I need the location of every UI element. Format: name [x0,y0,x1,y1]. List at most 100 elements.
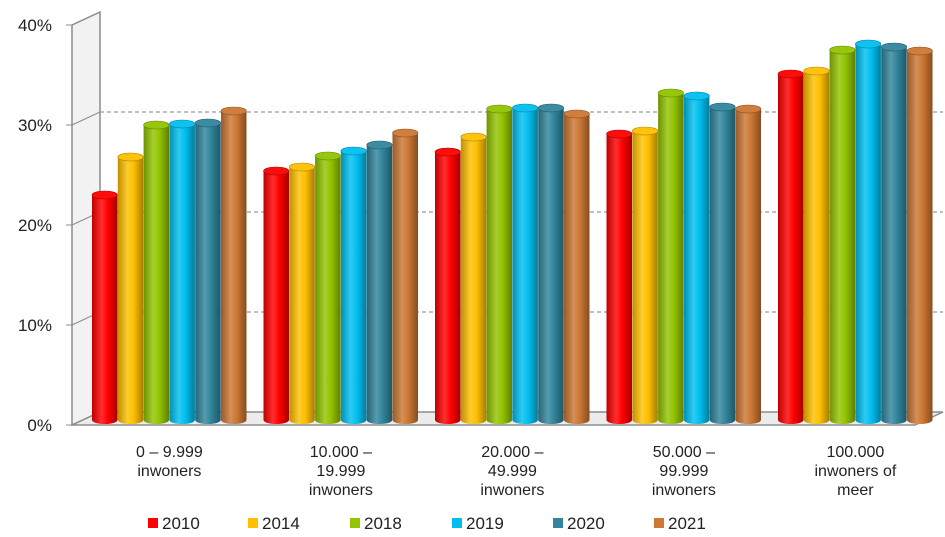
bar-top [735,104,762,114]
legend-item: 2019 [452,514,504,533]
bar-top [392,128,419,138]
legend-label: 2018 [364,514,402,533]
bar [829,45,856,424]
bar [220,106,247,424]
bar-body [881,47,907,424]
bar [537,103,565,424]
bar [631,126,659,424]
bar-top [606,129,633,139]
bar [263,166,290,424]
bar-body [564,114,590,424]
bar-body [392,133,418,424]
legend-swatch [452,518,462,528]
bar-top [314,151,341,161]
bar-top [803,66,830,76]
y-tick-label: 10% [18,316,52,335]
legend-item: 2020 [553,514,605,533]
bar-top [777,69,804,79]
bar [434,147,461,424]
bar [91,190,118,424]
bar [340,146,367,424]
y-tick-label: 30% [18,116,52,135]
x-category-label: 20.000 –49.999 inwoners [480,444,544,499]
legend-swatch [148,518,158,528]
bar-top [683,91,710,101]
legend-item: 2021 [654,514,706,533]
bar [117,152,144,424]
legend-swatch [553,518,563,528]
y-axis-ticks: 0% 10% 20% 30% 40% [18,16,72,435]
bar-body [221,111,247,424]
legend: 2010 2014 2018 2019 2020 2021 [148,514,706,533]
bar-body [143,125,170,424]
legend-item: 2010 [148,514,200,533]
bar-body [855,44,881,424]
legend-label: 2020 [567,514,605,533]
bar [288,162,316,424]
bar [777,69,804,424]
bar-body [538,108,564,424]
bar-body [117,157,144,424]
bar-top [709,102,736,112]
x-category-label: 0 – 9.999 inwoners [136,444,203,480]
bar [855,39,882,424]
bar-top [366,140,393,150]
bar-top [563,109,590,119]
bar-body [92,195,118,424]
bar-body [435,152,461,424]
x-category-label: 10.000 –19.999 inwoners [309,444,373,499]
y-tick-label: 0% [27,416,52,435]
gridline-side [71,11,101,26]
bar-body [829,50,856,424]
y-tick-label: 20% [18,216,52,235]
bar [657,88,684,424]
bar-body [263,171,289,424]
bar-top [169,119,196,129]
bar [486,104,513,424]
bar-top [512,103,539,113]
legend-label: 2021 [668,514,706,533]
bar-body [778,74,804,424]
bar-body [735,109,761,424]
bar [683,91,710,424]
bar [366,140,393,424]
bar-body [289,167,315,424]
bar-body [632,131,658,424]
bars [91,39,933,424]
bar-body [460,137,487,424]
bar-body [683,96,710,424]
bar-top [631,126,659,136]
legend-swatch [350,518,360,528]
bar-body [315,156,341,424]
bar [460,132,487,424]
bar-body [907,51,933,424]
bar-top [434,147,461,157]
bar [392,128,419,424]
legend-label: 2010 [162,514,200,533]
bar-body [195,123,221,424]
bar-body [486,109,513,424]
bar-top [117,152,144,162]
bar-top [91,190,118,200]
bar-top [537,103,565,113]
bar-body [340,151,367,424]
legend-item: 2018 [350,514,402,533]
legend-swatch [654,518,664,528]
bar [143,120,170,424]
bar-top [855,39,882,49]
bar [735,104,762,424]
legend-label: 2014 [262,514,300,533]
x-category-label: 50.000 –99.999 inwoners [652,444,716,499]
bar-top [220,106,247,116]
bar [563,109,590,424]
bar-top [657,88,684,98]
bar-body [512,108,538,424]
bar-top [460,132,487,142]
bar [803,66,830,424]
legend-label: 2019 [466,514,504,533]
x-category-label: 100.000 inwoners of meer [814,444,896,499]
bar [169,119,196,424]
bar-body [803,71,830,424]
bar-body [709,107,736,424]
